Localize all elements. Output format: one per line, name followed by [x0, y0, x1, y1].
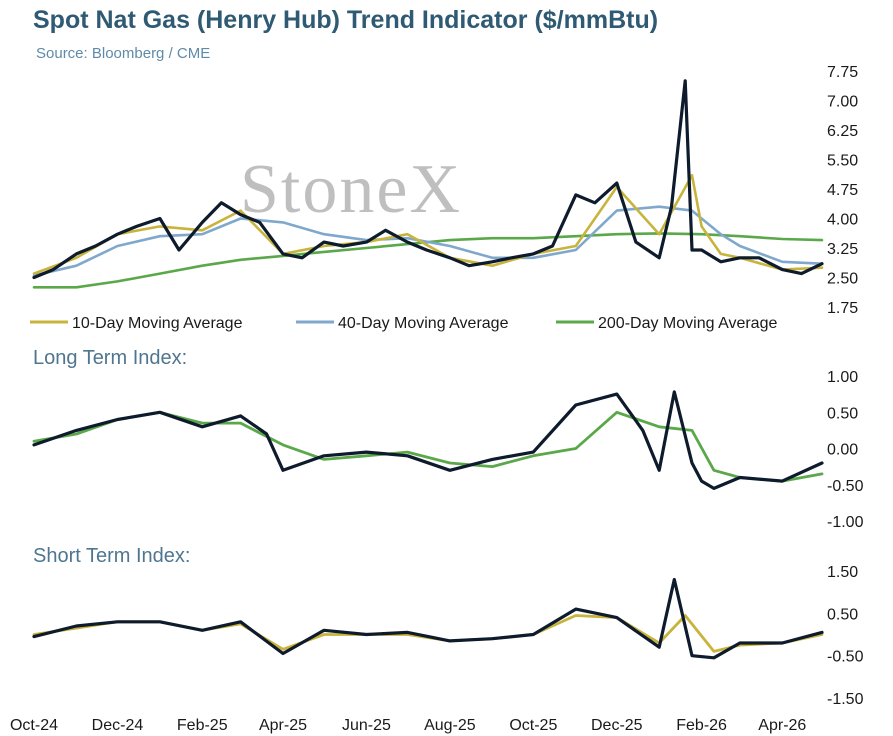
- y-tick-label: 3.25: [827, 241, 858, 258]
- y-tick-label: 5.50: [827, 153, 858, 170]
- panel-title: Short Term Index:: [33, 545, 190, 567]
- stonex-watermark: StoneX: [240, 151, 462, 228]
- y-tick-label: 4.75: [827, 182, 858, 199]
- legend-label: 40-Day Moving Average: [338, 315, 509, 332]
- legend-label: 10-Day Moving Average: [72, 315, 243, 332]
- y-tick-label: 2.50: [827, 271, 858, 288]
- y-tick-label: 1.75: [827, 300, 858, 317]
- x-tick-label: Jun-25: [342, 717, 391, 734]
- x-tick-label: Apr-25: [259, 717, 307, 734]
- series-line: [32, 79, 824, 280]
- series-line: [32, 410, 824, 483]
- y-tick-label: -1.00: [827, 514, 864, 531]
- y-tick-label: 7.00: [827, 94, 858, 111]
- series-line: [32, 173, 824, 275]
- x-tick-label: Dec-25: [591, 717, 643, 734]
- y-tick-label: 1.00: [827, 369, 858, 386]
- y-tick-label: -0.50: [827, 649, 864, 666]
- series-line: [32, 577, 824, 660]
- page-title: Spot Nat Gas (Henry Hub) Trend Indicator…: [33, 6, 659, 34]
- x-tick-label: Aug-25: [424, 717, 476, 734]
- y-tick-label: 7.75: [827, 64, 858, 81]
- x-tick-label: Feb-25: [177, 717, 228, 734]
- y-tick-label: -0.50: [827, 478, 864, 495]
- y-tick-label: 0.50: [827, 405, 858, 422]
- panel-title: Long Term Index:: [33, 347, 187, 369]
- y-tick-label: 4.00: [827, 212, 858, 229]
- y-tick-label: 0.50: [827, 606, 858, 623]
- x-tick-label: Dec-24: [92, 717, 144, 734]
- x-tick-label: Feb-26: [676, 717, 727, 734]
- y-tick-label: 6.25: [827, 123, 858, 140]
- x-tick-label: Oct-25: [509, 717, 557, 734]
- x-tick-label: Apr-26: [758, 717, 806, 734]
- y-tick-label: 1.50: [827, 564, 858, 581]
- x-tick-label: Oct-24: [10, 717, 58, 734]
- y-tick-label: 0.00: [827, 442, 858, 459]
- chart-source: Source: Bloomberg / CME: [36, 45, 211, 62]
- series-line: [32, 390, 824, 490]
- y-tick-label: -1.50: [827, 691, 864, 708]
- legend-label: 200-Day Moving Average: [598, 315, 777, 332]
- series-line: [32, 205, 824, 277]
